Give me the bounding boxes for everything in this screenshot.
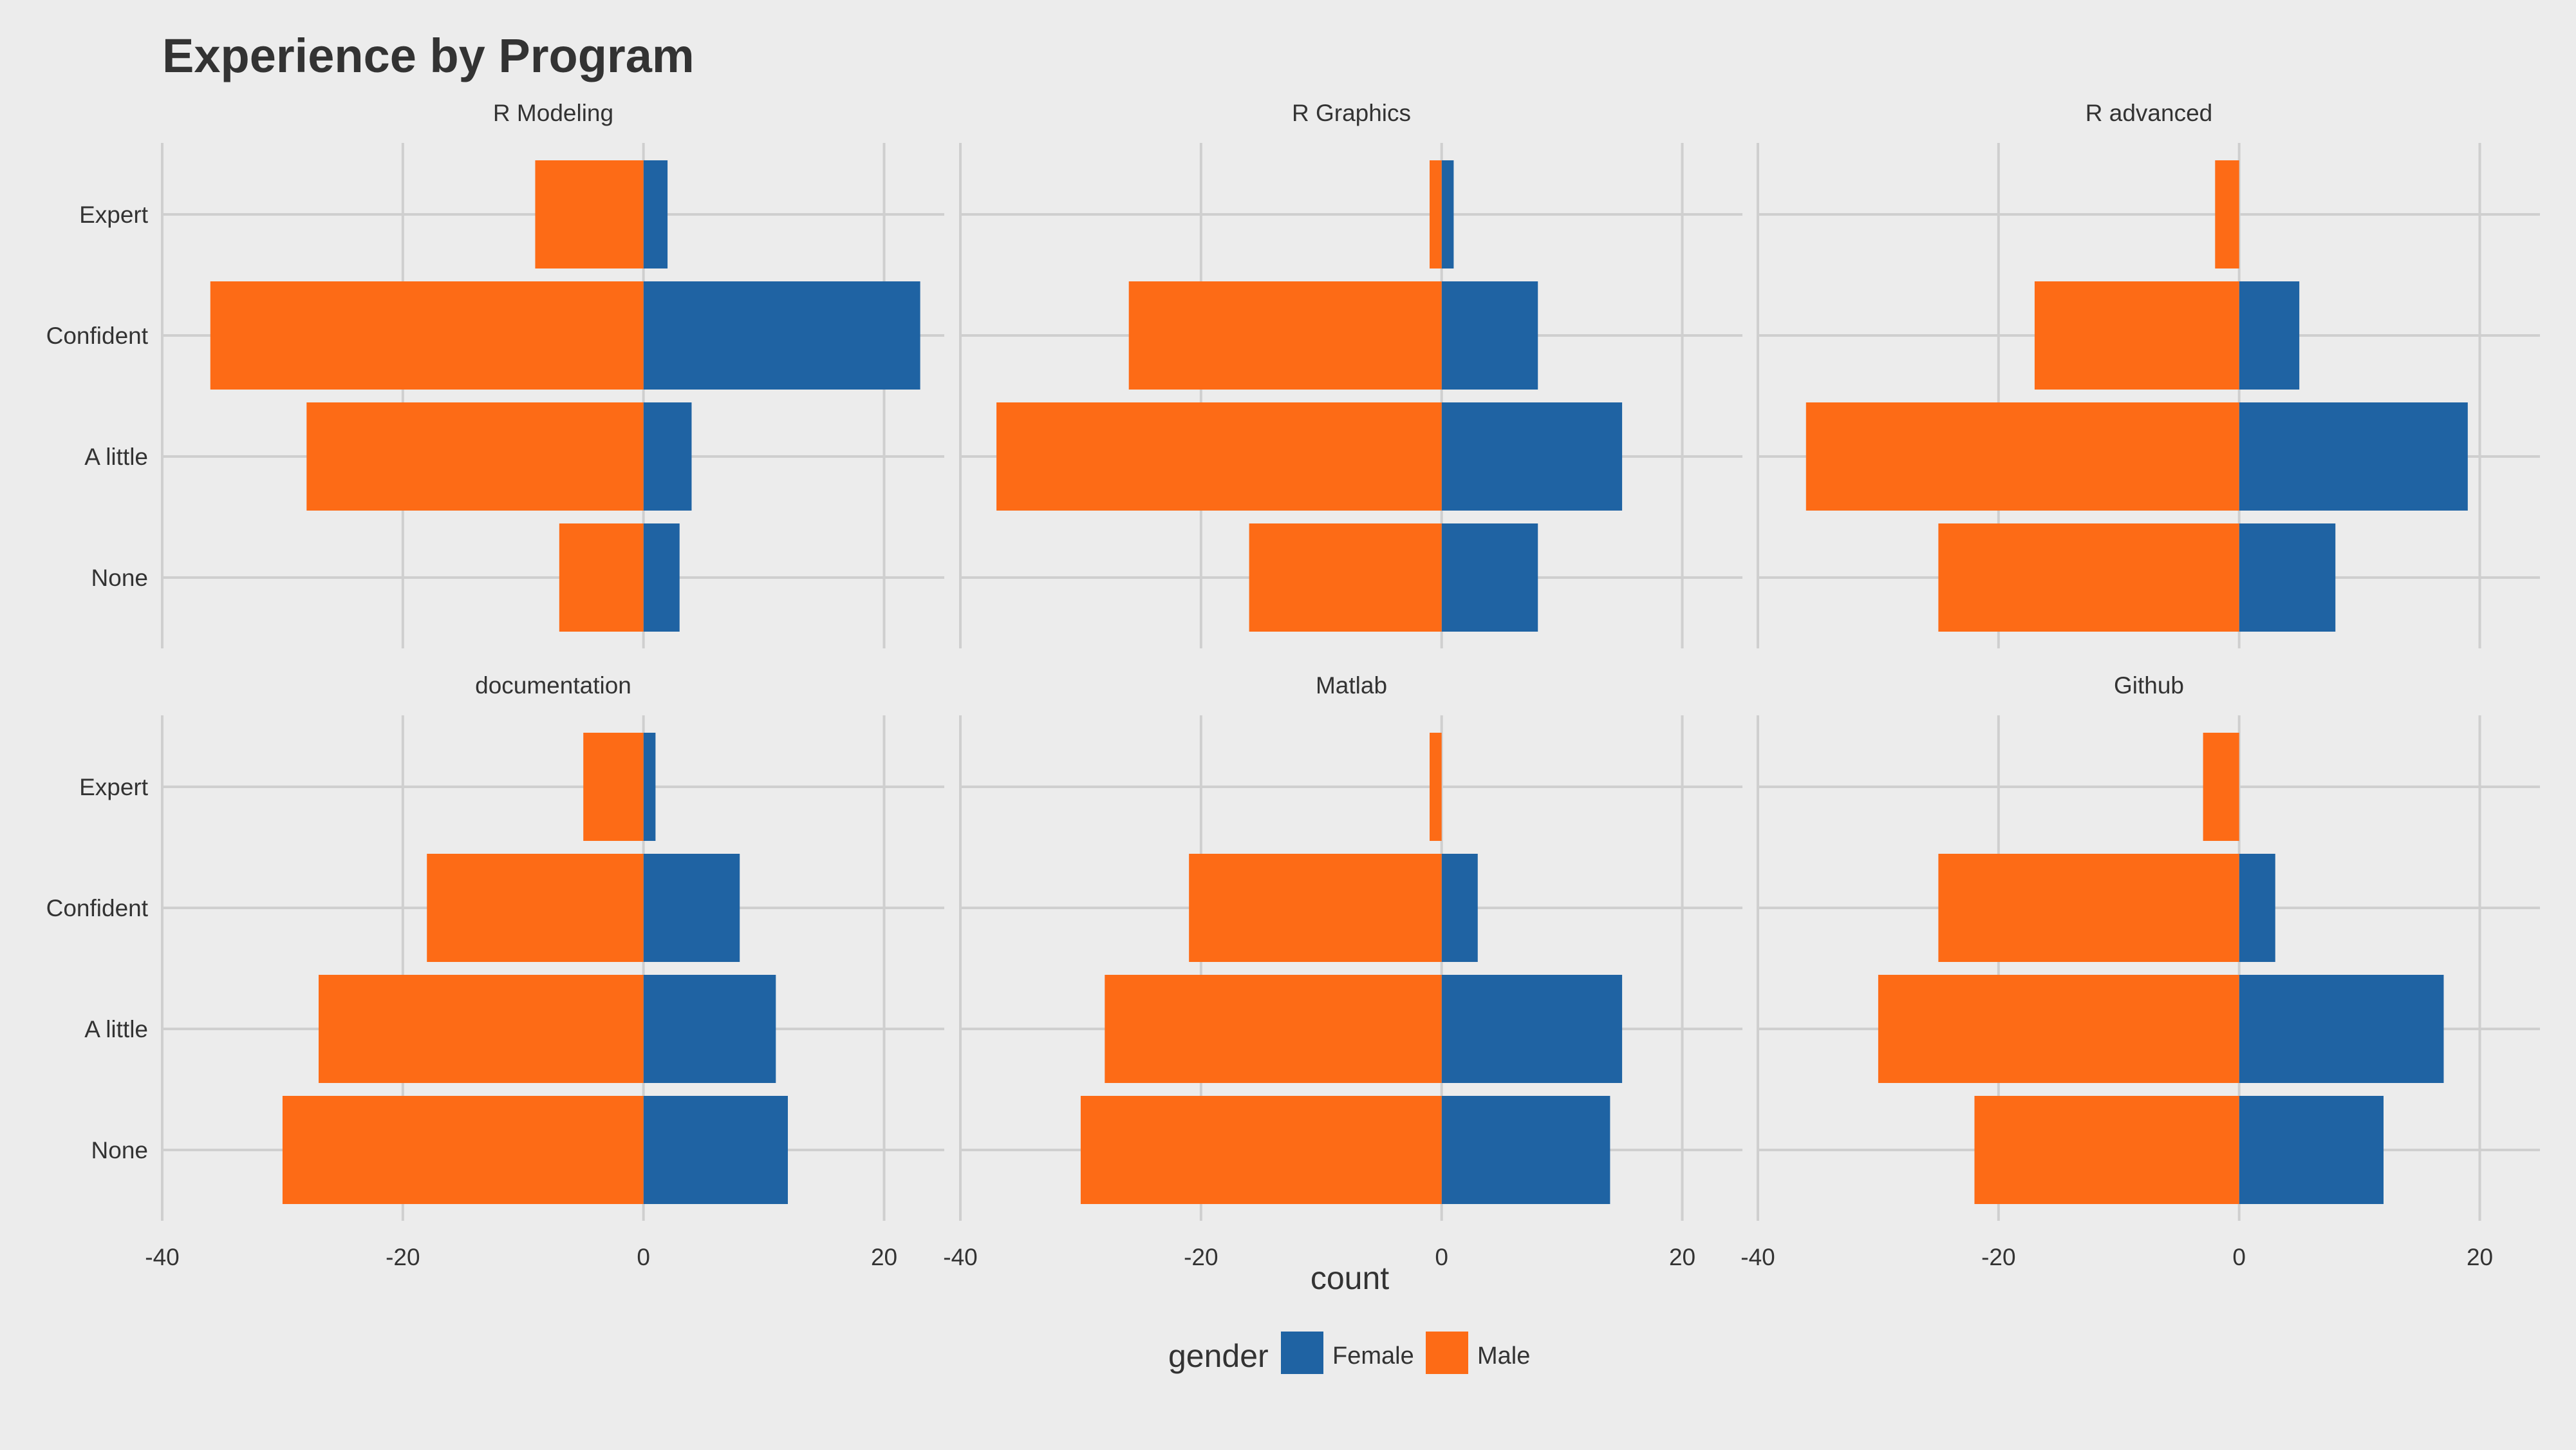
bar-female-none [1441, 1096, 1610, 1204]
bar-female-confident [1441, 854, 1478, 962]
bar-male-expert [1430, 160, 1442, 268]
bar-male-a-little [1806, 402, 2239, 511]
bar-female-confident [643, 854, 740, 962]
bar-male-a-little [1105, 975, 1442, 1083]
legend-label-male: Male [1477, 1342, 1530, 1370]
y-tick-label: None [91, 1137, 148, 1163]
bar-female-confident [643, 281, 920, 390]
bar-male-confident [1938, 854, 2239, 962]
bar-male-confident [1128, 281, 1442, 390]
facet-label: Github [2114, 672, 2184, 699]
y-tick-label: Confident [46, 895, 149, 921]
bar-female-a-little [643, 402, 692, 511]
x-tick-label: 20 [1669, 1244, 1695, 1270]
x-tick-label: 20 [871, 1244, 897, 1270]
bar-female-confident [2239, 281, 2300, 390]
bar-male-none [1974, 1096, 2239, 1204]
facet-label: R Modeling [493, 100, 613, 126]
bar-male-a-little [996, 402, 1442, 511]
chart-title: Experience by Program [162, 29, 695, 82]
bar-male-none [559, 523, 644, 632]
panel-matlab: Matlab -40 -20 0 20 [943, 672, 1742, 1270]
bar-female-none [1441, 523, 1538, 632]
x-tick-label: -40 [145, 1244, 179, 1270]
bar-male-expert [1430, 733, 1442, 841]
bar-male-a-little [306, 402, 644, 511]
bar-male-a-little [1878, 975, 2239, 1083]
legend-label-female: Female [1332, 1342, 1414, 1370]
bar-female-none [2239, 1096, 2384, 1204]
bar-male-confident [210, 281, 644, 390]
bar-female-a-little [2239, 402, 2468, 511]
x-axis-title: count [1311, 1260, 1389, 1296]
bar-male-a-little [319, 975, 644, 1083]
y-tick-label: Expert [79, 202, 149, 228]
panel-documentation: documentation None A little Confident Expert… [46, 672, 944, 1270]
y-tick-label: A little [84, 1016, 148, 1042]
bar-female-a-little [1441, 975, 1623, 1083]
bar-female-a-little [1441, 402, 1623, 511]
legend-title: gender [1168, 1338, 1269, 1374]
x-tick-label: 0 [1435, 1244, 1448, 1270]
x-tick-label: 0 [637, 1244, 650, 1270]
bar-male-expert [583, 733, 644, 841]
bar-female-confident [2239, 854, 2275, 962]
x-tick-label: -20 [386, 1244, 420, 1270]
legend: gender Female Male [1168, 1332, 1530, 1374]
bar-male-expert [2203, 733, 2239, 841]
y-tick-label: A little [84, 444, 148, 470]
bar-male-confident [2034, 281, 2239, 390]
bar-male-expert [535, 160, 644, 268]
bar-female-expert [643, 733, 656, 841]
bar-female-expert [643, 160, 668, 268]
facet-label: Matlab [1316, 672, 1387, 699]
facet-panels: R Modeling None A little Confident Expert R G… [46, 100, 2540, 1270]
bar-male-none [1938, 523, 2239, 632]
panel-github: Github -40 -20 0 20 [1741, 672, 2540, 1270]
bar-male-confident [1189, 854, 1442, 962]
panel-r-advanced: R advanced [1757, 100, 2540, 648]
bar-female-a-little [2239, 975, 2444, 1083]
bar-female-expert [1441, 160, 1454, 268]
bar-male-none [282, 1096, 644, 1204]
x-tick-label: -40 [1741, 1244, 1775, 1270]
bar-male-expert [2215, 160, 2239, 268]
bar-female-none [643, 523, 680, 632]
bar-male-none [1249, 523, 1442, 632]
x-tick-label: -20 [1184, 1244, 1218, 1270]
facet-label: R advanced [2086, 100, 2212, 126]
legend-swatch-female [1281, 1332, 1323, 1374]
bar-male-none [1080, 1096, 1442, 1204]
x-tick-label: -20 [1981, 1244, 2015, 1270]
bar-female-none [643, 1096, 788, 1204]
panel-r-graphics: R Graphics [959, 100, 1742, 648]
x-tick-label: -40 [943, 1244, 977, 1270]
bar-female-none [2239, 523, 2336, 632]
facet-label: documentation [475, 672, 631, 699]
bar-female-a-little [643, 975, 776, 1083]
bar-male-confident [427, 854, 644, 962]
x-tick-label: 0 [2232, 1244, 2246, 1270]
x-tick-label: 20 [2467, 1244, 2493, 1270]
bar-female-confident [1441, 281, 1538, 390]
legend-swatch-male [1426, 1332, 1468, 1374]
y-tick-label: None [91, 565, 148, 591]
panel-r-modeling: R Modeling None A little Confident Expert [46, 100, 944, 648]
facet-label: R Graphics [1292, 100, 1411, 126]
y-tick-label: Expert [79, 774, 149, 800]
y-tick-label: Confident [46, 323, 149, 349]
